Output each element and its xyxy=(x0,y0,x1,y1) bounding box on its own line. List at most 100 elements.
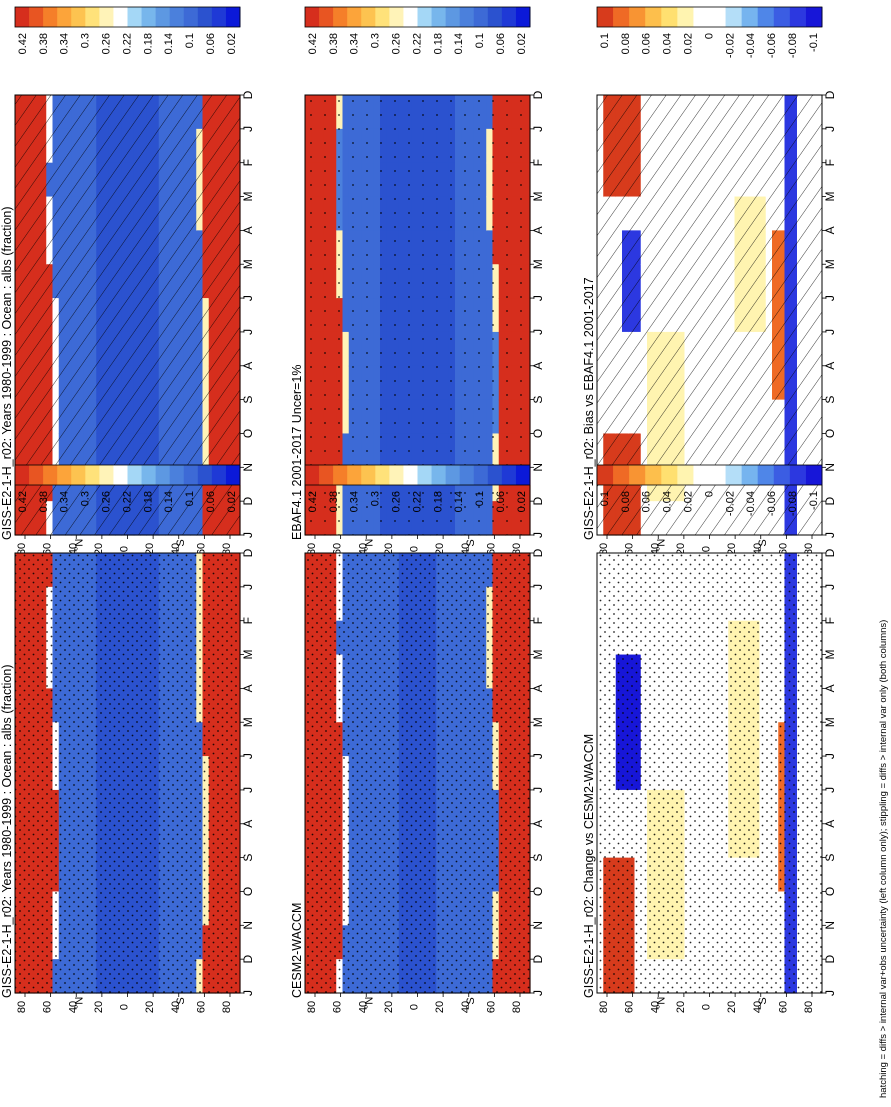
colorbar-label: 0.22 xyxy=(411,491,423,512)
colorbar-label: 0.1 xyxy=(184,491,196,506)
colorbar-label: 0.02 xyxy=(516,491,528,512)
lat-tick-label: 20 xyxy=(93,543,105,555)
colorbar-label: -0.02 xyxy=(724,491,736,516)
month-tick-label: J xyxy=(531,295,545,301)
colorbar-label: 0.34 xyxy=(59,33,71,54)
colorbar-swatch xyxy=(197,465,213,485)
colorbar-label: 0.3 xyxy=(370,491,382,506)
month-tick-label: J xyxy=(823,295,837,301)
month-tick-label: J xyxy=(823,584,837,590)
colorbar-label: 0 xyxy=(703,33,715,39)
colorbar-label: 0.18 xyxy=(432,33,444,54)
colorbar-swatch xyxy=(693,465,710,485)
colorbar: 0.42 0.38 0.34 0.3 0.26 0.22 0.18 0.14 0.1 0.06 0.… xyxy=(304,6,531,54)
lat-tick-label: 60 xyxy=(195,1001,207,1013)
colorbar-swatch xyxy=(29,7,44,27)
month-tick-label: D xyxy=(823,90,837,99)
colorbar-swatch xyxy=(417,7,433,27)
colorbar-swatch xyxy=(127,465,143,485)
colorbar-label: 0.22 xyxy=(411,33,423,54)
colorbar-swatch xyxy=(57,7,72,27)
colorbar-swatch xyxy=(113,465,128,485)
colorbar-swatch xyxy=(773,7,791,27)
lat-tick-label: 20 xyxy=(726,1001,738,1013)
month-tick-label: F xyxy=(241,159,255,166)
lat-tick-label: 40 xyxy=(67,543,79,555)
month-tick-label: J xyxy=(531,532,545,538)
colorbar-label: 0.42 xyxy=(307,33,319,54)
lat-tick-label: 60 xyxy=(624,543,636,555)
colorbar-swatch xyxy=(725,465,743,485)
colorbar-swatch xyxy=(375,7,390,27)
month-tick-label: M xyxy=(531,192,545,202)
lat-tick-label: 0 xyxy=(409,546,421,552)
month-tick-label: A xyxy=(241,684,255,692)
month-tick-label: S xyxy=(531,854,545,862)
colorbar-label: 0.22 xyxy=(121,491,133,512)
month-tick-label: D xyxy=(241,90,255,99)
colorbar-swatch xyxy=(361,7,376,27)
south-label: °S xyxy=(465,539,477,551)
month-tick-label: D xyxy=(531,90,545,99)
colorbar-label: 0.18 xyxy=(142,491,154,512)
colorbar-swatch xyxy=(473,465,489,485)
month-tick-label: J xyxy=(823,753,837,759)
colorbar-swatch xyxy=(389,465,404,485)
colorbar: 0.42 0.38 0.34 0.3 0.26 0.22 0.18 0.14 0.1 0.06 0.… xyxy=(14,464,241,512)
colorbar-swatch xyxy=(789,7,807,27)
month-tick-label: J xyxy=(241,753,255,759)
month-tick-label: S xyxy=(241,854,255,862)
colorbar-label: 0.34 xyxy=(349,33,361,54)
south-label: °S xyxy=(175,539,187,551)
colorbar-label: 0.08 xyxy=(620,491,632,512)
lat-tick-label: 40 xyxy=(649,543,661,555)
colorbar-swatch xyxy=(15,465,30,485)
lat-tick-label: 40 xyxy=(752,1001,764,1013)
south-label: °S xyxy=(757,539,769,551)
month-tick-label: J xyxy=(531,787,545,793)
month-tick-label: M xyxy=(823,650,837,660)
colorbar-label: 0.1 xyxy=(474,33,486,48)
month-tick-label: D xyxy=(823,548,837,557)
month-tick-label: J xyxy=(241,329,255,335)
colorbar-swatch xyxy=(661,465,678,485)
colorbar-label: 0.04 xyxy=(662,33,674,54)
colorbar-label: 0.14 xyxy=(163,33,175,54)
month-tick-label: M xyxy=(241,650,255,660)
lat-tick-label: 0 xyxy=(119,1004,131,1010)
colorbar-swatch xyxy=(141,7,157,27)
colorbar-label: -0.06 xyxy=(766,33,778,58)
colorbar-swatch xyxy=(305,7,320,27)
colorbar-swatch xyxy=(85,7,100,27)
colorbar-label: 0.14 xyxy=(453,33,465,54)
lat-tick-label: 40 xyxy=(649,1001,661,1013)
colorbar-swatch xyxy=(417,465,433,485)
north-label: °N xyxy=(74,539,86,551)
south-label: °S xyxy=(175,997,187,1009)
month-tick-label: O xyxy=(531,429,545,438)
colorbar-swatch xyxy=(613,465,630,485)
colorbar-swatch xyxy=(403,465,418,485)
colorbar-swatch xyxy=(15,7,30,27)
month-tick-label: D xyxy=(241,548,255,557)
lat-tick-label: 0 xyxy=(409,1004,421,1010)
month-tick-label: M xyxy=(531,650,545,660)
month-tick-label: J xyxy=(241,990,255,996)
colorbar-swatch xyxy=(169,7,185,27)
lat-tick-label: 80 xyxy=(16,543,28,555)
month-tick-label: D xyxy=(823,954,837,963)
panel-title: GISS-E2-1-H_r02: Years 1980-1999 : Ocean… xyxy=(0,664,14,998)
colorbar-label: -0.08 xyxy=(787,491,799,516)
colorbar-swatch xyxy=(127,7,143,27)
colorbar-swatch xyxy=(431,465,447,485)
month-tick-label: J xyxy=(241,532,255,538)
month-tick-label: S xyxy=(823,854,837,862)
colorbar-swatch xyxy=(741,465,759,485)
lat-tick-label: 40 xyxy=(460,543,472,555)
colorbar-swatch xyxy=(211,7,227,27)
colorbar-swatch xyxy=(709,7,727,27)
month-tick-label: O xyxy=(823,429,837,438)
month-tick-label: D xyxy=(531,496,545,505)
lat-tick-label: 60 xyxy=(195,543,207,555)
month-tick-label: A xyxy=(241,362,255,370)
